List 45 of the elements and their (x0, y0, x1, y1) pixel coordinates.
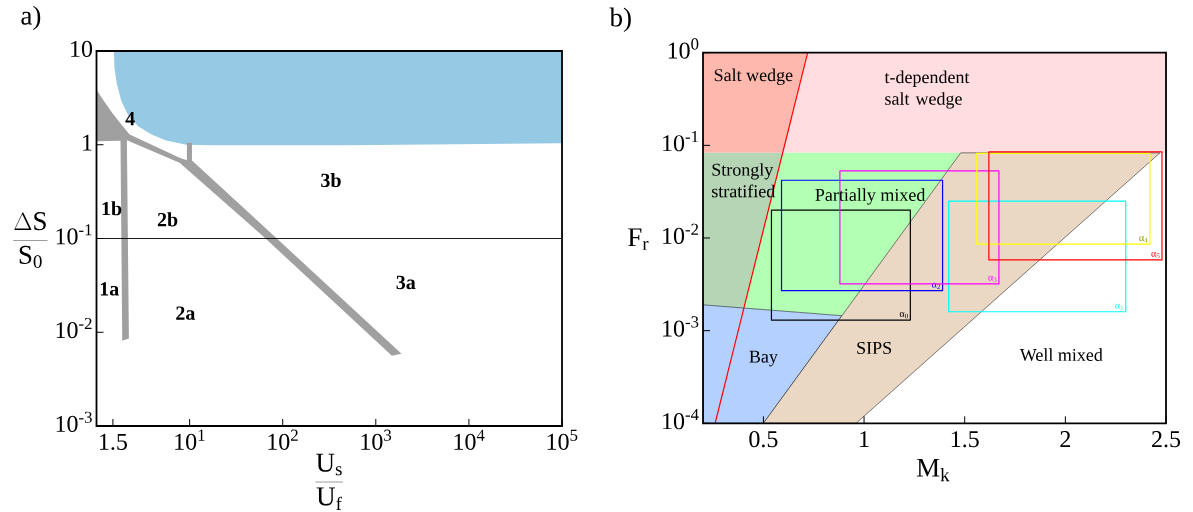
x-tick-label: 0.5 (749, 431, 778, 448)
x-tick-label: 10$^{4}$ (454, 429, 485, 450)
x-axis-title: M$_{k}$ (916, 458, 950, 482)
annotation: SIPS (857, 341, 892, 355)
annotation: t-dependent salt wedge (884, 70, 970, 109)
series-label: α$_{5}$ (1151, 251, 1160, 259)
y-axis-title: $\frac{\Delta\mathrm{S}}{\mathrm{S}_{\mathrm{0}}}$ (13, 212, 48, 268)
annotation: 2a (176, 306, 196, 320)
annotation: 4 (125, 112, 135, 126)
x-tick-label: 10$^{2}$ (268, 429, 298, 450)
y-tick-label: 10$^{-2}$ (663, 223, 699, 244)
y-tick-label: 10$^{-3}$ (56, 411, 92, 432)
annotation: 1b (102, 201, 122, 216)
y-tick-label: 10$^{-3}$ (663, 316, 699, 337)
chart-title: b) (609, 7, 631, 33)
annotation: 2b (157, 212, 178, 227)
y-tick-label: 1 (83, 134, 92, 151)
chart-title: a) (21, 5, 41, 31)
x-tick-label: 1 (860, 431, 869, 447)
x-tick-label: 2.5 (1152, 431, 1181, 448)
x-tick-label: 10$^{5}$ (547, 429, 578, 450)
series-label: α$_{1}$ (1115, 303, 1124, 311)
series-label: α$_{4}$ (1139, 236, 1148, 243)
annotation: 3a (396, 275, 416, 290)
y-axis-title: F$_{r}$ (628, 228, 649, 250)
x-axis-title: $\frac{\mathrm{U}_{\mathrm{s}}}{\mathrm{U}_{\mathrm{f}}}$ (315, 453, 343, 510)
x-tick-label: 2 (1060, 431, 1071, 447)
y-tick-label: 10$^{-2}$ (56, 317, 92, 339)
y-tick-label: 10$^{-1}$ (663, 131, 698, 152)
annotation: 1a (100, 282, 119, 296)
y-tick-label: 10$^{-1}$ (56, 224, 92, 245)
series-label: α$_{0}$ (899, 312, 908, 319)
annotation: 3b (321, 173, 341, 188)
annotation: Bay (749, 350, 778, 367)
annotation: Salt wedge (714, 68, 793, 85)
x-tick-label: 1.5 (951, 431, 979, 448)
annotation: Well mixed (1019, 348, 1103, 362)
x-tick-label: 1.5 (100, 433, 127, 451)
series-label: α$_{2}$ (932, 282, 940, 289)
y-tick-label: 10$^{-4}$ (663, 409, 699, 430)
y-tick-label: 10$^{0}$ (668, 38, 699, 59)
series-label: α$_{3}$ (988, 275, 997, 283)
x-tick-label: 10$^{3}$ (361, 429, 392, 450)
x-tick-label: 10$^{1}$ (175, 429, 205, 450)
y-tick-label: 10 (71, 40, 93, 57)
